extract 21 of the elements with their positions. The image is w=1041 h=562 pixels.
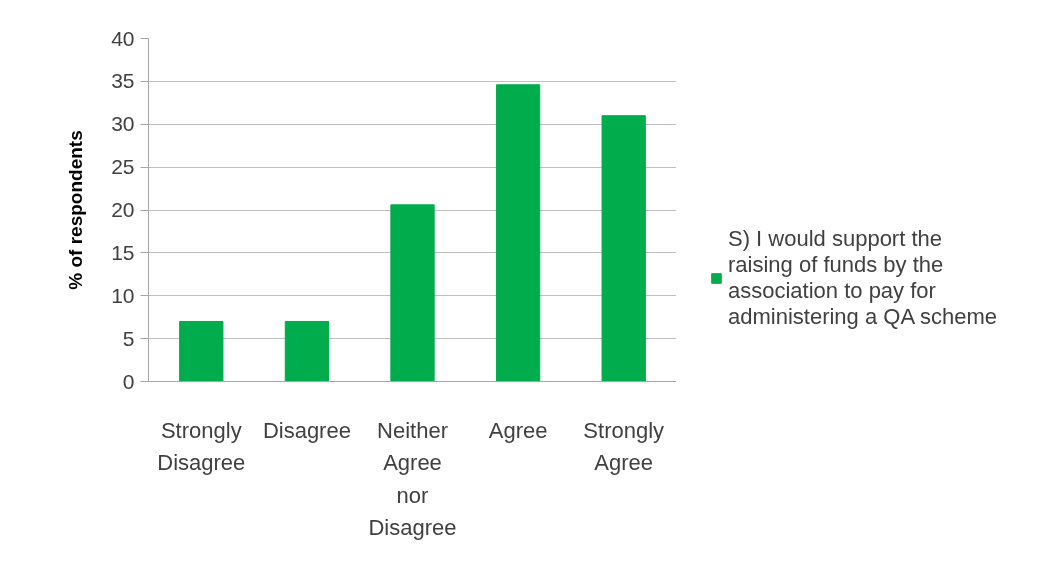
- y-tick-label: 35: [111, 69, 135, 93]
- y-tick-label: 40: [111, 26, 135, 50]
- bar: [179, 320, 224, 382]
- x-tick-label: Strongly Disagree: [157, 417, 246, 475]
- y-tick-label: 20: [111, 198, 135, 221]
- bar: [284, 320, 330, 382]
- y-tick-label: 30: [111, 112, 135, 136]
- bar: [390, 204, 435, 382]
- bar: [601, 115, 646, 382]
- y-tick-label: 25: [111, 155, 135, 179]
- y-tick-label: 5: [122, 326, 135, 350]
- y-tick-label: 15: [111, 240, 135, 264]
- x-tick-label: Strongly Agree: [583, 417, 665, 475]
- x-tick-label: Neither Agree nor Disagree: [368, 417, 457, 540]
- x-tick-label: Agree: [488, 417, 548, 443]
- x-tick-label: Disagree: [262, 417, 351, 443]
- bar: [495, 84, 541, 382]
- y-tick-label: 0: [122, 369, 135, 393]
- y-axis-title: % of respondents: [65, 130, 87, 290]
- y-tick-label: 10: [111, 283, 135, 307]
- legend-label: S) I would support the raising of funds by the association to pay for administering a QA scheme: [728, 226, 998, 330]
